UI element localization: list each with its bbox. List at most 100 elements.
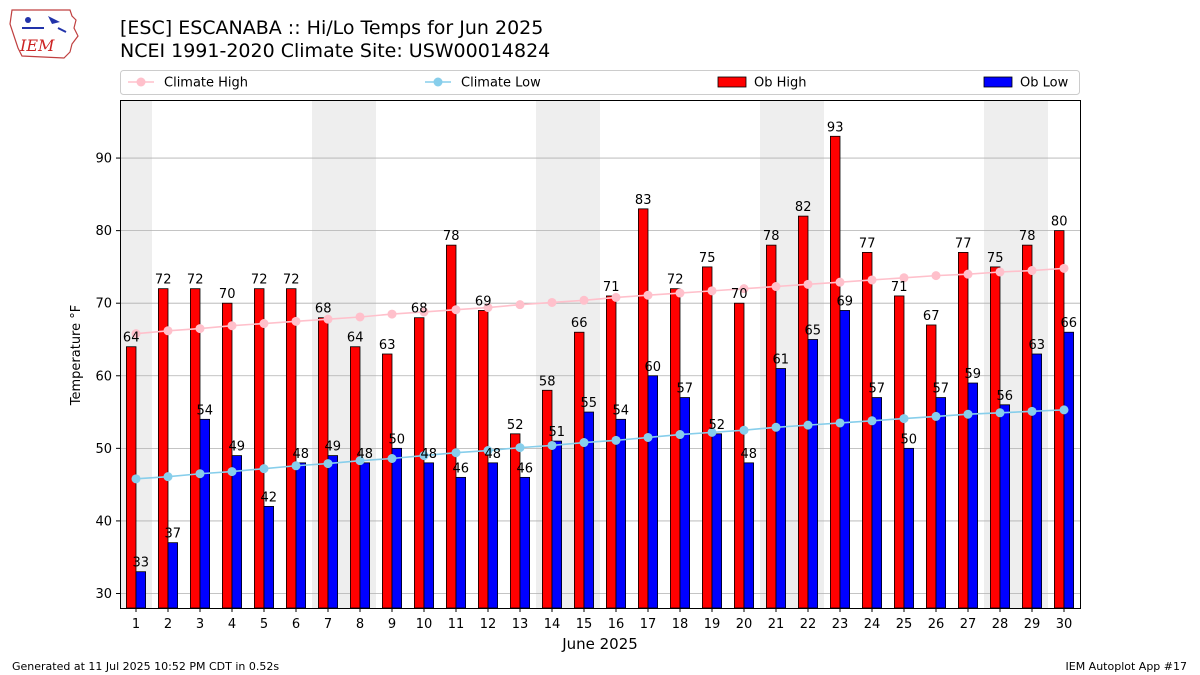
- climate-high-point: [323, 314, 333, 324]
- climate-high-point: [1027, 266, 1037, 276]
- x-tick-label: 16: [608, 617, 625, 632]
- ob-high-label: 68: [411, 302, 428, 317]
- climate-high-point: [483, 303, 493, 313]
- ob-low-label: 60: [645, 360, 662, 375]
- climate-low-point: [547, 440, 557, 450]
- y-tick-label: 90: [95, 152, 112, 167]
- ob-high-bar: [606, 295, 617, 609]
- ob-high-bar: [830, 135, 841, 609]
- ob-low-bar: [935, 397, 947, 609]
- ob-high-label: 58: [539, 374, 556, 389]
- climate-high-point: [995, 267, 1005, 277]
- logo-text: IEM: [19, 36, 55, 55]
- ob-high-bar: [670, 288, 681, 609]
- ob-low-bar: [1031, 353, 1043, 609]
- ob-low-bar: [711, 433, 723, 609]
- x-tick-label: 28: [992, 617, 1009, 632]
- legend-label: Climate Low: [461, 76, 541, 91]
- ob-low-bar: [999, 404, 1011, 609]
- iem-logo: IEM: [9, 9, 79, 59]
- ob-high-label: 67: [923, 309, 940, 324]
- climate-lines: [131, 263, 1069, 484]
- bar-value-labels: 64 72 72 70 72 72 68 64 63 68 78 69 52 58 66 71 83 72 75 70…: [123, 120, 1077, 570]
- climate-low-point: [227, 467, 237, 477]
- ob-high-label: 69: [475, 294, 492, 309]
- ob-low-label: 50: [389, 432, 406, 447]
- ob-low-bar: [359, 462, 371, 609]
- ob-low-label: 48: [357, 447, 374, 462]
- climate-low-point: [963, 409, 973, 419]
- gridlines: [120, 157, 1080, 594]
- climate-high-point: [963, 269, 973, 279]
- climate-high-point: [419, 307, 429, 317]
- ob-high-bar: [157, 288, 169, 609]
- climate-high-point: [451, 305, 461, 315]
- legend-bar-swatch: [717, 76, 747, 88]
- x-tick-label: 15: [576, 617, 593, 632]
- ob-low-bar: [423, 462, 435, 609]
- chart-subtitle: NCEI 1991-2020 Climate Site: USW00014824: [120, 40, 551, 62]
- legend-label: Ob High: [754, 76, 807, 91]
- ob-high-label: 66: [571, 316, 588, 331]
- ob-high-bar: [798, 215, 809, 609]
- climate-high-line: [135, 267, 1065, 335]
- climate-low-point: [675, 430, 685, 440]
- ob-low-label: 50: [901, 432, 918, 447]
- climate-low-point: [163, 472, 173, 482]
- ob-low-label: 57: [677, 382, 694, 397]
- ob-low-bar: [455, 476, 467, 609]
- x-tick-label: 10: [416, 617, 433, 632]
- ob-low-label: 33: [133, 556, 150, 571]
- bars: [126, 135, 1075, 609]
- ob-high-label: 63: [379, 338, 396, 353]
- climate-low-point: [419, 451, 429, 461]
- ob-low-label: 55: [581, 396, 598, 411]
- x-tick-label: 2: [164, 617, 172, 632]
- climate-high-point: [515, 300, 525, 310]
- climate-low-point: [291, 461, 301, 471]
- ob-low-label: 46: [453, 461, 470, 476]
- climate-high-point: [387, 309, 397, 319]
- ob-low-label: 48: [293, 447, 310, 462]
- ob-high-bar: [221, 302, 233, 609]
- climate-low-point: [579, 438, 589, 448]
- y-tick-label: 60: [95, 369, 112, 384]
- ob-low-label: 37: [165, 527, 182, 542]
- ob-low-label: 63: [1029, 338, 1046, 353]
- ob-low-label: 48: [741, 447, 758, 462]
- climate-low-point: [611, 435, 621, 445]
- legend-label: Ob Low: [1020, 76, 1069, 91]
- ob-low-label: 51: [549, 425, 566, 440]
- ob-high-label: 70: [219, 287, 236, 302]
- x-tick-label: 27: [960, 617, 977, 632]
- ob-low-label: 65: [805, 323, 822, 338]
- x-tick-label: 29: [1024, 617, 1041, 632]
- x-tick-label: 3: [196, 617, 204, 632]
- ob-high-label: 72: [283, 273, 300, 288]
- app-id: IEM Autoplot App #17: [1065, 660, 1188, 673]
- climate-low-point: [739, 425, 749, 435]
- ob-low-label: 49: [325, 440, 342, 455]
- climate-low-point: [1027, 406, 1037, 416]
- x-tick-label: 23: [832, 617, 849, 632]
- ob-low-label: 57: [869, 382, 886, 397]
- ob-high-label: 72: [251, 273, 268, 288]
- y-tick-label: 80: [95, 224, 112, 239]
- ob-low-bar: [199, 418, 211, 609]
- ob-high-bar: [1022, 244, 1033, 609]
- climate-high-point: [707, 286, 717, 296]
- generated-timestamp: Generated at 11 Jul 2025 10:52 PM CDT in…: [12, 660, 280, 673]
- legend-label: Climate High: [164, 76, 248, 91]
- ob-high-label: 78: [1019, 229, 1036, 244]
- chart-title: [ESC] ESCANABA :: Hi/Lo Temps for Jun 20…: [120, 17, 544, 39]
- ob-low-bar: [167, 542, 179, 609]
- ob-high-bar: [958, 251, 969, 609]
- climate-high-point: [291, 316, 301, 326]
- climate-low-point: [995, 408, 1005, 418]
- ob-low-bar: [903, 447, 915, 609]
- x-tick-label: 22: [800, 617, 817, 632]
- ob-high-bar: [509, 433, 521, 609]
- ob-high-label: 64: [347, 331, 364, 346]
